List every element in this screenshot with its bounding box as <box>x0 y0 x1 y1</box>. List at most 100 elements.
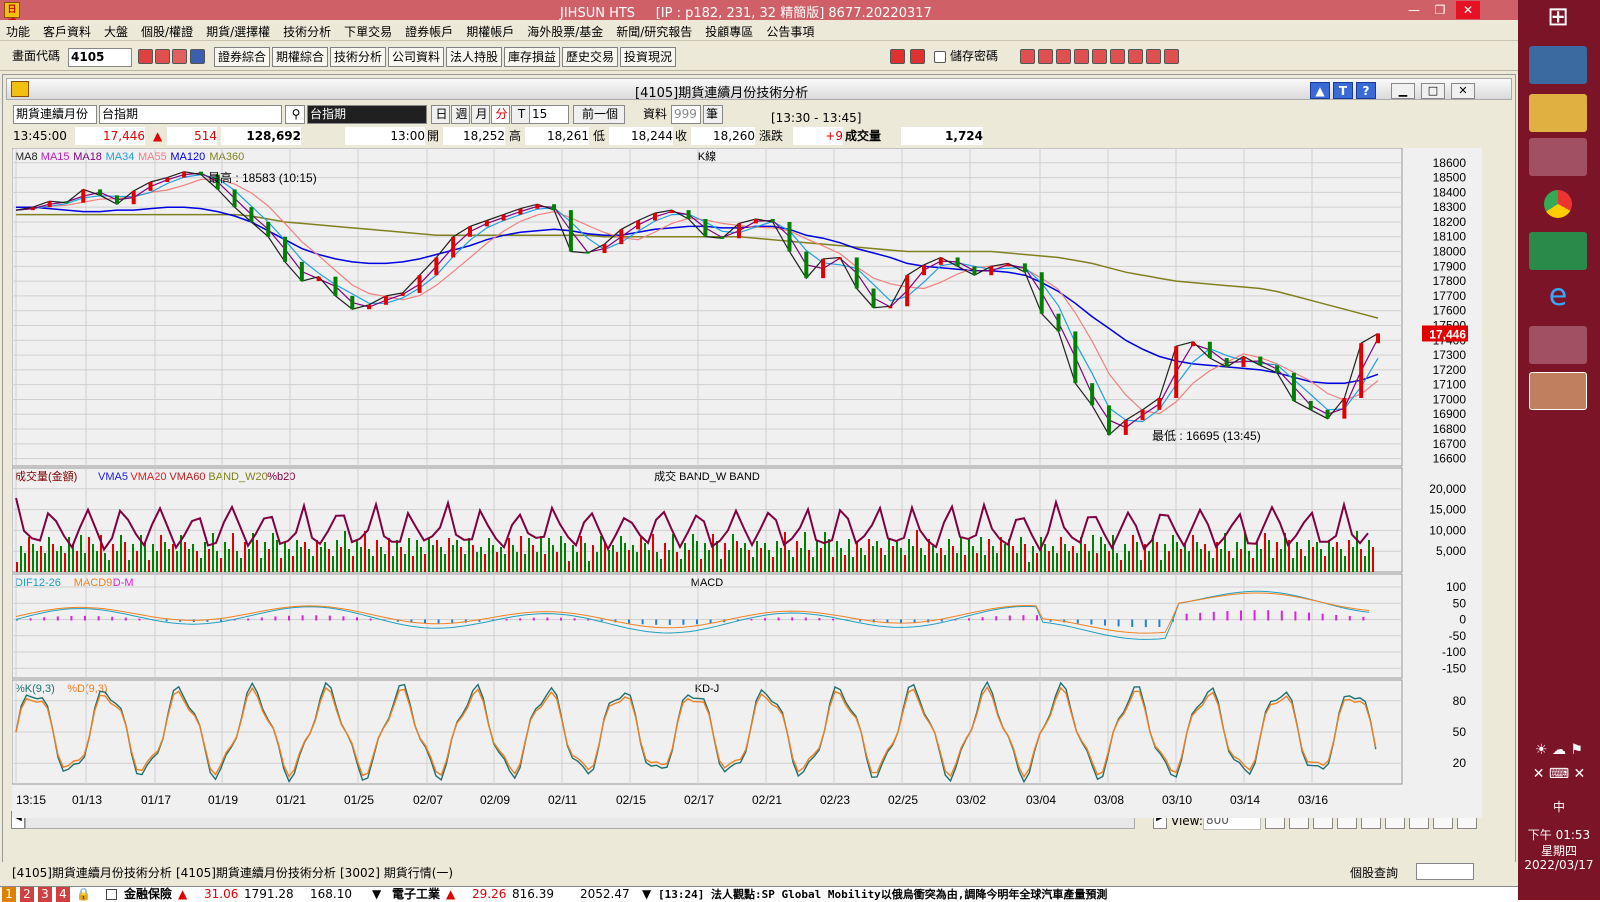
lock-icon[interactable]: 🔒 <box>76 887 91 901</box>
x-tick-4: 01/21 <box>276 793 306 807</box>
tool-icon-2[interactable] <box>1056 49 1071 64</box>
stock-query-input[interactable] <box>1416 863 1474 880</box>
interval-select[interactable]: 15 <box>529 105 569 124</box>
sector-1-dropdown-icon[interactable]: ▼ <box>372 887 382 901</box>
tool-icon-5[interactable] <box>1110 49 1125 64</box>
menu-item-8[interactable]: 期權帳戶 <box>466 25 515 39</box>
toolbar-button-3[interactable]: 公司資料 <box>388 47 445 67</box>
sticky-notes-icon[interactable] <box>1529 326 1587 364</box>
minimize-button[interactable]: — <box>1408 3 1420 17</box>
status-checkbox[interactable] <box>106 889 117 900</box>
code-input[interactable]: 4105 <box>68 48 132 67</box>
menu-item-12[interactable]: 公告事項 <box>766 25 815 39</box>
magnifier-icon[interactable]: ⚲ <box>285 105 305 124</box>
taskview-icon[interactable] <box>1529 46 1587 84</box>
windows-start-icon[interactable]: ⊞ <box>1547 2 1569 32</box>
candle-5 <box>98 189 103 196</box>
print-icon[interactable] <box>172 49 187 64</box>
tool-icon-6[interactable] <box>1128 49 1143 64</box>
toolbar-button-2[interactable]: 技術分析 <box>330 47 387 67</box>
tab-3002[interactable]: [3002] 期貨行情(一) <box>340 866 454 880</box>
tray-icons[interactable]: ☀ ☁ ⚑ <box>1534 742 1583 758</box>
product-search-input[interactable]: 台指期 <box>307 105 427 124</box>
paint-icon[interactable] <box>1529 138 1587 176</box>
menu-item-1[interactable]: 客戶資料 <box>43 25 92 39</box>
tool-icon-3[interactable] <box>1074 49 1089 64</box>
clock-time[interactable]: 下午 01:53 <box>1527 828 1591 842</box>
tool-icon-4[interactable] <box>1092 49 1107 64</box>
search-icon[interactable] <box>138 49 153 64</box>
toolbar-button-4[interactable]: 法人持股 <box>446 47 503 67</box>
menu-item-2[interactable]: 大盤 <box>104 25 129 39</box>
close-button[interactable]: ✕ <box>1456 1 1480 19</box>
swiss-icon[interactable] <box>890 49 905 64</box>
file-explorer-icon[interactable] <box>1529 94 1587 132</box>
menu-item-0[interactable]: 功能 <box>6 25 31 39</box>
menu-item-9[interactable]: 海外股票/基金 <box>527 25 604 39</box>
page-2-button[interactable]: 2 <box>20 887 34 902</box>
ie-icon[interactable]: e <box>1548 278 1568 313</box>
tab-4105-a[interactable]: [4105]期貨連續月份技術分析 <box>12 866 172 880</box>
period-button-2[interactable]: 月 <box>471 105 490 124</box>
period-button-4[interactable]: T <box>511 105 530 124</box>
vol-bar-115 <box>476 552 478 572</box>
menu-item-3[interactable]: 個股/權證 <box>141 25 194 39</box>
chrome-icon[interactable] <box>1529 186 1587 224</box>
candle-56 <box>955 257 960 267</box>
page-4-button[interactable]: 4 <box>56 887 70 902</box>
tab-4105-b[interactable]: [4105]期貨連續月份技術分析 <box>176 866 336 880</box>
candle-32 <box>552 204 557 211</box>
tray-icons-2[interactable]: ✕ ⌨ ✕ <box>1532 766 1586 782</box>
inner-close-button[interactable]: ✕ <box>1451 83 1475 99</box>
product-select[interactable]: 台指期 <box>99 105 282 124</box>
news-ticker[interactable]: [13:24] 法人觀點:SP Global Mobility以俄烏衝突為由,調… <box>658 888 1108 901</box>
tool-icon-0[interactable] <box>1020 49 1035 64</box>
vol-bar-63 <box>268 549 270 572</box>
data-count-input[interactable]: 999 <box>671 105 701 124</box>
toolbar-button-0[interactable]: 證券綜合 <box>214 47 271 67</box>
toolbar-button-1[interactable]: 期權綜合 <box>272 47 329 67</box>
menu-item-6[interactable]: 下單交易 <box>344 25 393 39</box>
toolbar-button-7[interactable]: 投資現況 <box>620 47 677 67</box>
maximize-button[interactable]: ❐ <box>1434 3 1446 17</box>
inner-maximize-button[interactable]: □ <box>1421 83 1445 99</box>
ime-indicator[interactable]: 中 <box>1552 800 1565 814</box>
macd-bar-188 <box>1294 611 1297 621</box>
period-button-1[interactable]: 週 <box>451 105 470 124</box>
period-button-0[interactable]: 日 <box>431 105 450 124</box>
up-icon[interactable]: ▲ <box>1310 82 1330 99</box>
help-icon[interactable]: ? <box>1356 82 1376 99</box>
vol-bar-243 <box>988 539 990 572</box>
tool-icon-8[interactable] <box>1164 49 1179 64</box>
toolbar-button-6[interactable]: 歷史交易 <box>562 47 619 67</box>
tool-icon-1[interactable] <box>1038 49 1053 64</box>
menu-item-10[interactable]: 新聞/研究報告 <box>616 25 693 39</box>
vol-bar-19 <box>92 544 94 572</box>
menu-item-11[interactable]: 投顧專區 <box>705 25 754 39</box>
save-password-checkbox[interactable] <box>934 51 946 63</box>
technical-chart[interactable]: 18600 18500 18400 18300 18200 18100 18000 17900… <box>11 147 1482 818</box>
sector-2-dropdown-icon[interactable]: ▼ <box>642 887 652 901</box>
y-tick-0-17: 16900 <box>1433 407 1467 421</box>
page-3-button[interactable]: 3 <box>38 887 52 902</box>
vol-bar-331 <box>1340 549 1342 572</box>
menu-item-5[interactable]: 技術分析 <box>283 25 332 39</box>
spreadsheet-icon[interactable] <box>1529 232 1587 270</box>
vol-bar-39 <box>172 544 174 572</box>
menu-item-4[interactable]: 期貨/選擇權 <box>206 25 271 39</box>
tool-icon-7[interactable] <box>1146 49 1161 64</box>
text-icon[interactable]: T <box>1333 82 1353 99</box>
menu-item-7[interactable]: 證券帳戶 <box>405 25 454 39</box>
toolbar-button-5[interactable]: 庫存損益 <box>504 47 561 67</box>
page-1-button[interactable]: 1 <box>2 887 16 902</box>
vol-bar-144 <box>592 545 594 572</box>
inner-minimize-button[interactable]: ▁ <box>1391 83 1415 99</box>
plus-icon[interactable] <box>910 49 925 64</box>
prev-button[interactable]: 前一個 <box>573 105 625 124</box>
vol-bar-168 <box>688 550 690 572</box>
dropdown-icon[interactable] <box>190 49 205 64</box>
window-icon[interactable] <box>155 49 170 64</box>
jihsun-app-icon[interactable] <box>1529 372 1587 410</box>
contract-select[interactable]: 期貨連續月份 <box>13 105 97 124</box>
period-button-3[interactable]: 分 <box>491 105 510 124</box>
